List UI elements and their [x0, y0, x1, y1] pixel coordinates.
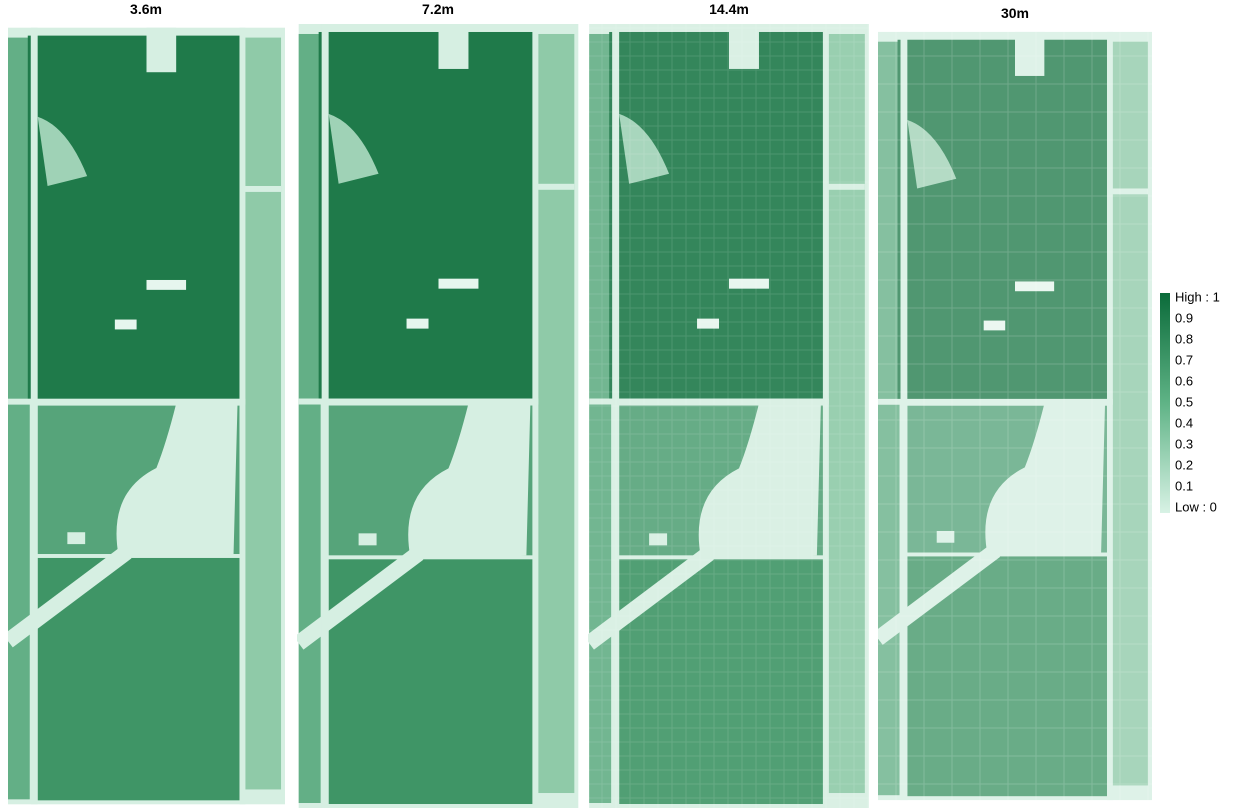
pixel-grid: [878, 24, 1152, 808]
legend-label: 0.8: [1175, 331, 1193, 346]
legend-label: 0.6: [1175, 373, 1193, 388]
panel: 30m: [878, 5, 1152, 808]
panel-title: 7.2m: [422, 1, 454, 17]
panel-title: 3.6m: [130, 1, 162, 17]
map-image: [8, 28, 285, 805]
legend-label: 0.1: [1175, 478, 1193, 493]
legend-label: 0.5: [1175, 394, 1193, 409]
panel: 7.2m: [299, 1, 579, 808]
pixel-grid: [588, 24, 870, 808]
legend-label: 0.9: [1175, 310, 1193, 325]
legend-label: High : 1: [1175, 289, 1220, 304]
legend-label: 0.2: [1175, 457, 1193, 472]
panel-title: 30m: [1001, 5, 1029, 21]
legend-label: 0.4: [1175, 415, 1193, 430]
panel-title: 14.4m: [709, 1, 749, 17]
map-image: [299, 24, 579, 808]
panel: 14.4m: [588, 1, 870, 808]
legend-label: Low : 0: [1175, 499, 1217, 514]
legend: High : 1 0.9 0.8 0.7 0.6 0.5 0.4 0.3 0.2 0.1 Low :…: [1160, 289, 1220, 514]
panel: 3.6m: [8, 1, 285, 804]
legend-label: 0.3: [1175, 436, 1193, 451]
legend-label: 0.7: [1175, 352, 1193, 367]
colorbar: [1160, 293, 1170, 513]
